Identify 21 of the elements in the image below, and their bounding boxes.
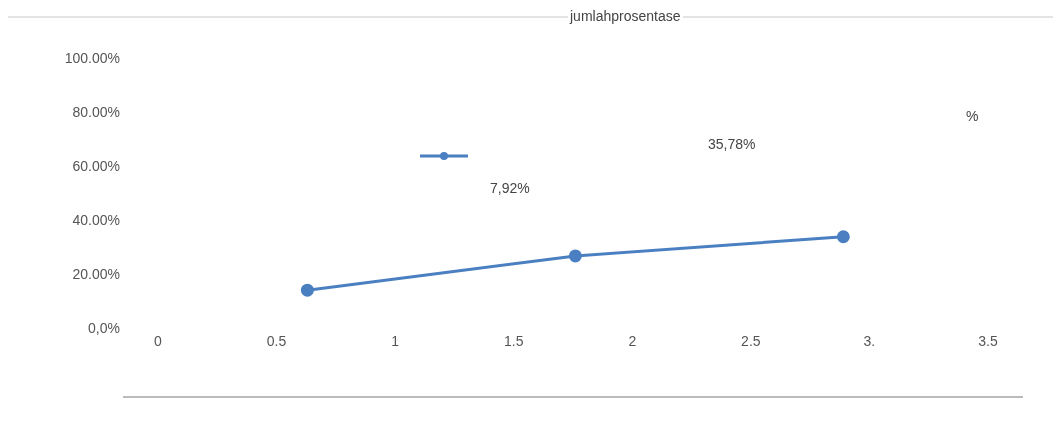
x-tick-label: 0	[154, 332, 163, 349]
x-tick-label: 0.5	[266, 332, 287, 349]
x-tick-label: 2	[628, 332, 637, 349]
y-tick-label: 0,0%	[88, 319, 120, 336]
x-tick-label: 1	[391, 332, 400, 349]
annotation: 35,78%	[708, 136, 756, 152]
chart-title: jumlahprosentase	[568, 8, 683, 24]
x-tick-label: 2.5	[741, 332, 761, 349]
point	[300, 283, 314, 297]
point	[836, 230, 850, 244]
y-tick-label: 20.00%	[72, 265, 120, 282]
point	[568, 249, 582, 263]
annotation: 7,92%	[490, 180, 530, 196]
y-tick-label: 40.00%	[72, 211, 120, 228]
y-tick-label: 100.00%	[64, 49, 120, 66]
x-tick-label: 3.5	[978, 332, 998, 349]
x-tick-label: 3.	[863, 332, 876, 349]
annotation: %	[966, 108, 979, 124]
y-tick-label: 60.00%	[72, 157, 120, 174]
y-tick-label: 80.00%	[72, 103, 120, 120]
x-tick-label: 1.5	[503, 332, 524, 349]
